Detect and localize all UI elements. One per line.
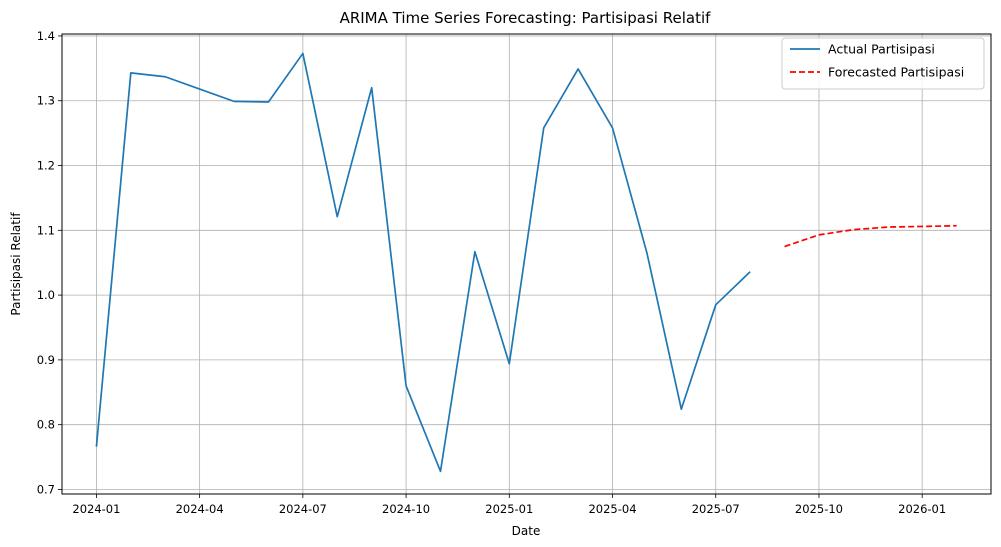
data-point	[818, 234, 820, 236]
y-tick-label: 1.3	[37, 94, 55, 108]
y-tick-label: 1.1	[37, 223, 55, 237]
x-tick-label: 2025-04	[588, 502, 636, 516]
data-point	[405, 385, 407, 387]
series-line-forecast	[784, 224, 957, 248]
grid-lines	[62, 34, 991, 494]
y-tick-label: 0.7	[37, 482, 55, 496]
data-point	[955, 225, 957, 227]
data-point	[130, 72, 132, 74]
series-layer	[95, 52, 957, 473]
data-point	[370, 87, 372, 89]
x-tick-label: 2025-07	[692, 502, 740, 516]
data-point	[715, 304, 717, 306]
legend-box	[781, 37, 985, 90]
chart-title: ARIMA Time Series Forecasting: Partisipa…	[340, 9, 712, 27]
data-point	[783, 245, 785, 247]
data-point	[749, 271, 751, 273]
data-point	[474, 250, 476, 252]
y-tick-label: 1.2	[37, 159, 55, 173]
y-tick-label: 0.9	[37, 353, 55, 367]
y-tick-label: 0.8	[37, 418, 55, 432]
legend: Actual Partisipasi Forecasted Partisipas…	[781, 37, 985, 90]
data-point	[439, 470, 441, 472]
data-point	[921, 225, 923, 227]
data-point	[577, 68, 579, 70]
data-point	[267, 101, 269, 103]
x-tick-label: 2024-01	[72, 502, 120, 516]
data-point	[164, 76, 166, 78]
data-point	[302, 52, 304, 54]
data-point	[336, 216, 338, 218]
data-point	[887, 226, 889, 228]
legend-label-forecast: Forecasted Partisipasi	[828, 65, 964, 80]
data-point	[95, 446, 97, 448]
legend-label-actual: Actual Partisipasi	[828, 42, 935, 57]
x-tick-label: 2025-10	[795, 502, 843, 516]
data-point	[646, 252, 648, 254]
data-point	[508, 363, 510, 365]
x-tick-label: 2024-07	[279, 502, 327, 516]
y-axis: 0.7 0.8 0.9 1.0 1.1 1.2 1.3 1.4	[37, 29, 62, 496]
data-point	[233, 100, 235, 102]
x-axis-label: Date	[512, 524, 541, 538]
y-tick-label: 1.4	[37, 29, 55, 43]
data-point	[543, 127, 545, 129]
x-tick-label: 2024-10	[382, 502, 430, 516]
series-line-actual	[95, 52, 751, 473]
x-tick-label: 2024-04	[176, 502, 224, 516]
data-point	[680, 408, 682, 410]
data-point	[198, 88, 200, 90]
plot-frame	[61, 33, 992, 495]
y-tick-label: 1.0	[37, 288, 55, 302]
data-point	[611, 127, 613, 129]
data-point	[852, 228, 854, 230]
y-axis-label: Partisipasi Relatif	[9, 212, 23, 316]
x-tick-label: 2026-01	[898, 502, 946, 516]
x-tick-label: 2025-01	[485, 502, 533, 516]
x-axis: 2024-01 2024-04 2024-07 2024-10 2025-01 2025-…	[72, 494, 946, 516]
